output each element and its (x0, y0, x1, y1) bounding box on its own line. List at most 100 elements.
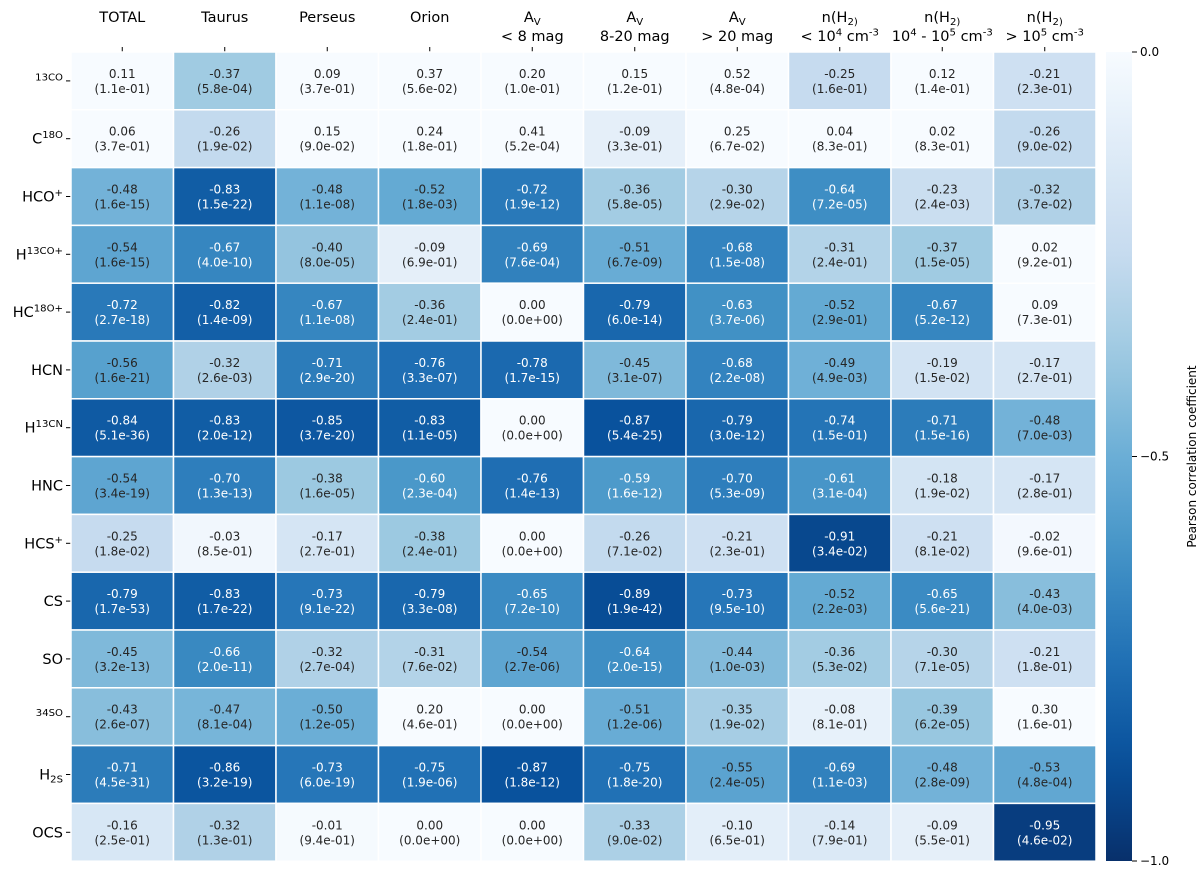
cell-value-label: 0.02 (1031, 240, 1058, 254)
row-label: H13CN (25, 419, 63, 437)
cell-value-label: -0.36 (414, 298, 445, 312)
cell-pvalue-label: (5.3e-09) (710, 487, 765, 501)
heatmap-cell (480, 744, 585, 805)
cell-pvalue-label: (7.1e-05) (915, 660, 970, 674)
cell-pvalue-label: (1.9e-42) (607, 602, 662, 616)
cell-value-label: -0.50 (312, 703, 343, 717)
cell-value-label: -0.75 (619, 761, 650, 775)
cell-value-label: -0.30 (722, 183, 753, 197)
cell-value-label: 0.41 (519, 125, 546, 139)
row-label: 34SO (36, 708, 63, 719)
cell-value-label: -0.21 (1029, 645, 1060, 659)
column-label: < 104 cm-3 (801, 28, 879, 46)
cell-value-label: -0.17 (1029, 472, 1060, 486)
cell-value-label: -0.44 (722, 645, 753, 659)
heatmap-cell (377, 224, 482, 284)
row-labels: 13CO C18O HCO+ H13CO+ HC18O+ HCN H13CN HNC HCS+ C… (13, 72, 71, 841)
heatmap-cell (685, 51, 790, 111)
cell-value-label: -0.16 (107, 818, 138, 832)
cell-value-label: -0.54 (107, 472, 138, 486)
cell-pvalue-label: (1.4e-01) (915, 82, 970, 96)
heatmap-cell (172, 398, 277, 458)
cell-value-label: -0.64 (619, 645, 650, 659)
heatmap-cell (275, 571, 380, 631)
cell-value-label: -0.56 (107, 356, 138, 370)
heatmap-cell (172, 109, 277, 169)
cell-pvalue-label: (7.2e-10) (505, 602, 560, 616)
cell-value-label: -0.73 (312, 761, 343, 775)
heatmap-cell (275, 455, 380, 516)
cell-value-label: -0.31 (824, 240, 855, 254)
cell-pvalue-label: (4.5e-31) (95, 776, 150, 790)
cell-pvalue-label: (6.7e-02) (710, 140, 765, 154)
cell-pvalue-label: (1.8e-01) (1017, 660, 1072, 674)
cell-value-label: 0.09 (1031, 298, 1058, 312)
cell-pvalue-label: (1.9e-06) (402, 776, 457, 790)
heatmap-cell (685, 340, 790, 400)
cell-value-label: -0.39 (927, 703, 958, 717)
heatmap-cell (377, 744, 482, 805)
column-label: Taurus (200, 10, 248, 26)
row-label: HNC (31, 479, 63, 495)
cell-value-label: 0.52 (724, 67, 751, 81)
heatmap-cell (275, 166, 380, 227)
cell-pvalue-label: (1.1e-08) (300, 313, 355, 327)
column-label: < 8 mag (501, 29, 564, 45)
cell-value-label: -0.79 (619, 298, 650, 312)
cell-pvalue-label: (1.2e-01) (607, 82, 662, 96)
heatmap-cell (480, 166, 585, 227)
heatmap-cell (172, 513, 277, 573)
heatmap-cell (890, 340, 995, 400)
heatmap-cell (377, 166, 482, 227)
cell-pvalue-label: (1.0e-03) (710, 660, 765, 674)
cell-value-label: 0.20 (519, 67, 546, 81)
heatmap-cell (685, 109, 790, 169)
cell-value-label: 0.20 (416, 703, 443, 717)
cell-value-label: -0.70 (209, 472, 240, 486)
heatmap-cell (685, 455, 790, 516)
cell-pvalue-label: (1.6e-01) (812, 82, 867, 96)
heatmap-cell (70, 398, 175, 458)
heatmap-cell (582, 802, 687, 862)
heatmap-cell (172, 455, 277, 516)
cell-pvalue-label: (8.5e-01) (197, 544, 252, 558)
cell-pvalue-label: (1.2e-06) (607, 718, 662, 732)
cell-value-label: 0.24 (416, 125, 443, 139)
cell-pvalue-label: (1.8e-20) (607, 776, 662, 790)
cell-pvalue-label: (2.0e-15) (607, 660, 662, 674)
cell-value-label: -0.45 (619, 356, 650, 370)
cell-pvalue-label: (2.2e-08) (710, 371, 765, 385)
cell-value-label: -0.14 (824, 818, 855, 832)
cell-value-label: 0.25 (724, 125, 751, 139)
heatmap-cell (172, 571, 277, 631)
row-label: SO (42, 652, 63, 668)
heatmap-cell (172, 166, 277, 227)
cell-pvalue-label: (5.8e-04) (197, 82, 252, 96)
heatmap-cell (992, 340, 1097, 400)
cell-pvalue-label: (6.0e-19) (300, 776, 355, 790)
cell-pvalue-label: (5.2e-04) (505, 140, 560, 154)
cell-pvalue-label: (2.0e-12) (197, 429, 252, 443)
cell-pvalue-label: (3.7e-06) (710, 313, 765, 327)
cell-value-label: 0.11 (109, 67, 136, 81)
cell-value-label: -0.17 (312, 529, 343, 543)
cell-pvalue-label: (1.7e-53) (95, 602, 150, 616)
colorbar-tick-label: −1.0 (1140, 854, 1169, 868)
cell-pvalue-label: (1.8e-12) (505, 776, 560, 790)
heatmap-cell (890, 744, 995, 805)
cell-pvalue-label: (2.4e-03) (915, 198, 970, 212)
column-label: n(H2) (924, 10, 960, 28)
heatmap-cell (685, 571, 790, 631)
cell-pvalue-label: (3.2e-13) (95, 660, 150, 674)
cell-pvalue-label: (1.9e-02) (710, 718, 765, 732)
cell-pvalue-label: (5.1e-36) (95, 429, 150, 443)
cell-value-label: -0.63 (722, 298, 753, 312)
cell-pvalue-label: (1.5e-05) (915, 255, 970, 269)
cell-value-label: -0.73 (312, 587, 343, 601)
cell-pvalue-label: (2.9e-20) (300, 371, 355, 385)
cell-pvalue-label: (3.4e-02) (812, 544, 867, 558)
heatmap-cell (992, 282, 1097, 342)
cell-pvalue-label: (2.2e-03) (812, 602, 867, 616)
cell-pvalue-label: (2.4e-01) (402, 544, 457, 558)
cell-pvalue-label: (5.8e-05) (607, 198, 662, 212)
